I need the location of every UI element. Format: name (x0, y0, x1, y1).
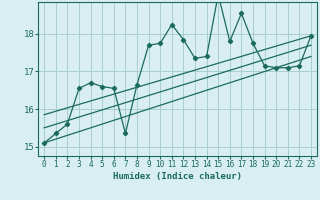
X-axis label: Humidex (Indice chaleur): Humidex (Indice chaleur) (113, 172, 242, 181)
